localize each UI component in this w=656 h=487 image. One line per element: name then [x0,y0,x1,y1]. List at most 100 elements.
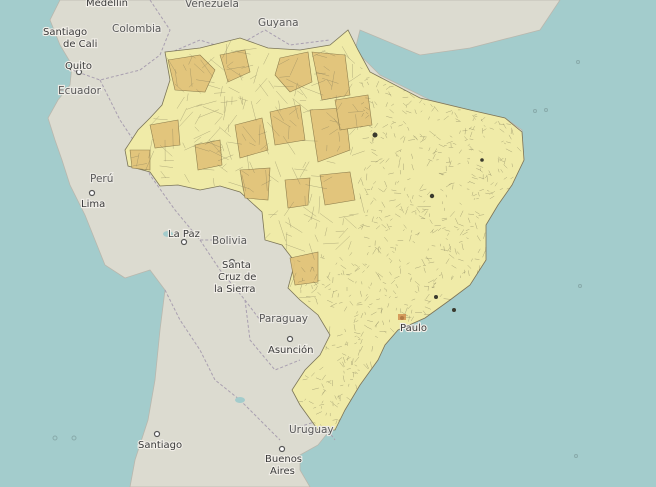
municipal-boundary [416,207,421,213]
municipal-boundary [420,110,423,113]
municipal-boundary [371,151,378,156]
municipal-boundary [368,125,373,129]
municipal-boundary [477,248,481,253]
city-marker-santiago[interactable] [153,430,161,438]
municipal-boundary [510,176,514,180]
municipal-boundary [391,189,397,192]
municipal-boundary [345,341,347,345]
municipal-boundary [311,372,315,377]
municipal-boundary [260,143,269,150]
municipal-boundary [221,163,227,169]
municipal-boundary [265,147,269,155]
municipal-boundary [457,163,461,165]
municipal-boundary [464,128,466,135]
municipal-boundary [311,175,324,177]
municipal-boundary [438,172,445,176]
municipal-boundary [350,146,353,155]
municipal-boundary [428,159,433,162]
municipal-boundary [247,187,254,193]
municipal-boundary [500,158,504,161]
municipal-boundary [443,246,445,252]
municipal-boundary [226,61,234,67]
municipal-boundary [365,115,370,119]
municipal-boundary [309,243,315,260]
municipal-boundary [483,232,486,239]
municipal-boundary [399,265,401,269]
municipal-boundary [512,129,514,135]
municipal-boundary [312,50,326,57]
municipal-boundary [452,142,457,145]
municipal-boundary [448,157,451,164]
municipal-boundary [326,79,332,87]
municipal-boundary [364,167,366,171]
municipal-boundary [367,81,369,86]
city-marker-lima[interactable] [88,189,96,197]
municipal-boundary [321,400,324,404]
label-quito: Quito [65,61,92,72]
municipal-boundary [422,208,429,210]
municipal-boundary [405,110,412,114]
municipal-boundary [407,305,412,310]
label-la-paz: La Paz [168,229,200,240]
municipal-boundary [451,276,454,281]
municipal-boundary [406,206,409,209]
city-marker-santa-cruz[interactable] [228,258,236,266]
municipal-boundary [351,263,355,267]
municipal-boundary [364,79,368,81]
municipal-boundary [388,172,394,175]
municipal-boundary [332,419,338,421]
municipal-boundary [425,293,430,300]
municipal-boundary [376,298,381,300]
municipal-boundary [371,216,374,223]
municipal-boundary [384,237,388,242]
label-ecuador: Ecuador [58,85,102,97]
label-santa-cruz-3: la Sierra [214,284,256,295]
municipal-boundary [494,182,498,187]
municipal-boundary [379,159,385,164]
municipal-boundary [302,277,303,281]
municipal-boundary [194,126,200,132]
municipal-boundary [325,412,327,416]
municipal-boundary [432,282,437,288]
municipal-boundary [347,278,354,283]
municipal-boundary [338,215,354,218]
municipal-boundary [403,224,407,229]
municipal-boundary [283,201,294,216]
municipal-boundary [468,128,475,131]
municipal-boundary [433,134,436,137]
municipal-boundary [314,297,317,300]
municipal-boundary [375,271,380,277]
city-marker-quito[interactable] [75,68,83,76]
city-marker-asuncion[interactable] [286,335,294,343]
municipal-boundary [326,112,341,125]
label-santiago-de-cali-2: de Cali [63,39,97,50]
municipal-boundary [249,161,255,174]
municipal-boundary [330,400,333,403]
municipal-boundary [299,401,304,403]
municipal-boundary [378,216,383,221]
municipal-boundary [327,300,333,303]
municipal-boundary [136,152,140,167]
municipal-boundary [399,150,401,153]
municipal-boundary [259,84,269,97]
city-marker-la-paz[interactable] [180,238,188,246]
municipal-boundary [336,334,343,337]
municipal-boundary [314,234,319,242]
municipal-boundary [321,391,325,396]
municipal-boundary [423,285,429,287]
municipal-boundary [326,161,336,164]
municipal-boundary [408,315,410,322]
municipal-boundary [398,124,403,127]
label-buenos-aires-2: Aires [270,466,295,477]
municipal-boundary [361,112,364,117]
municipal-boundary [497,168,500,173]
municipal-boundary [192,146,210,152]
city-marker-buenos-aires[interactable] [278,445,286,453]
municipal-boundary [403,136,406,143]
municipal-boundary [220,100,238,103]
municipal-boundary [273,116,291,128]
municipal-boundary [388,91,392,97]
municipal-boundary [478,265,481,271]
